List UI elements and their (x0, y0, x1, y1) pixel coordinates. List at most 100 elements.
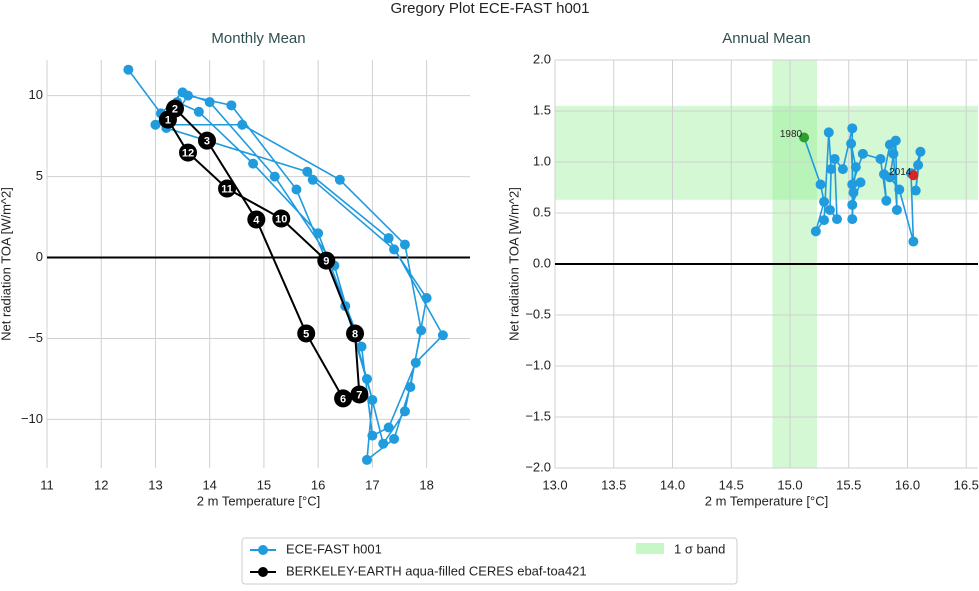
y-tick-label: −2.0 (525, 459, 551, 474)
data-point (405, 382, 416, 393)
data-point (850, 162, 861, 173)
legend-label: ECE-FAST h001 (286, 541, 382, 556)
point-label: 7 (356, 389, 362, 401)
data-point (248, 158, 259, 169)
data-point (350, 385, 369, 404)
x-tick-label: 14.0 (660, 477, 685, 492)
legend-box (241, 537, 738, 585)
y-tick-label: 5 (36, 168, 43, 183)
x-axis-label: 2 m Temperature [°C] (197, 493, 320, 508)
point-label: 2 (172, 103, 178, 115)
data-point (915, 146, 926, 157)
data-point (847, 179, 858, 190)
data-point (313, 228, 324, 239)
x-tick-label: 13.5 (601, 477, 626, 492)
chart-title: Gregory Plot ECE-FAST h001 (391, 0, 590, 17)
data-point (884, 172, 895, 183)
y-tick-label: −1.0 (525, 357, 551, 372)
data-point (894, 184, 905, 195)
data-point (334, 389, 353, 408)
data-point (421, 293, 432, 303)
data-point (367, 430, 378, 441)
y-tick-label: −5 (28, 330, 43, 345)
x-tick-label: 15.5 (836, 477, 861, 492)
point-label: 10 (275, 213, 287, 225)
data-point (823, 127, 834, 138)
x-tick-label: 16 (311, 477, 325, 492)
legend-marker (258, 545, 268, 555)
y-tick-label: 1.0 (533, 153, 551, 168)
data-point (272, 209, 291, 228)
y-tick-label: 0 (36, 249, 43, 264)
x-axis-label: 2 m Temperature [°C] (705, 493, 828, 508)
y-tick-label: 0.5 (533, 204, 551, 219)
x-tick-label: 18 (419, 477, 433, 492)
data-point (237, 119, 248, 130)
x-tick-label: 14.5 (719, 477, 744, 492)
point-label: 4 (253, 214, 260, 226)
subtitle: Monthly Mean (211, 30, 305, 47)
data-point (378, 438, 389, 449)
y-tick-label: 10 (29, 87, 43, 102)
data-point (218, 179, 237, 198)
data-point (908, 236, 919, 247)
data-point (847, 199, 858, 210)
y-tick-label: −0.5 (525, 306, 551, 321)
data-point (197, 131, 216, 150)
data-point (855, 177, 866, 188)
data-point (832, 214, 842, 225)
data-point (829, 153, 840, 164)
data-point (317, 251, 336, 270)
end-label: 2014 (889, 167, 912, 178)
data-point (857, 148, 868, 159)
point-label: 9 (323, 256, 329, 268)
data-point (226, 100, 237, 111)
data-point (389, 244, 400, 255)
data-point (837, 164, 848, 175)
data-point (410, 357, 421, 368)
data-point (204, 97, 215, 108)
data-point (888, 148, 899, 159)
data-point (389, 433, 400, 444)
y-axis-label: Net radiation TOA [W/m^2] (0, 187, 13, 341)
data-point (847, 214, 858, 225)
data-point (150, 119, 161, 130)
legend-marker (258, 567, 268, 577)
legend-label: 1 σ band (674, 541, 725, 556)
point-label: 11 (221, 183, 233, 195)
data-point (847, 123, 858, 134)
data-point (383, 422, 394, 433)
band-y (555, 105, 978, 200)
data-point (383, 233, 394, 244)
start-label: 1980 (780, 129, 803, 140)
point-label: 6 (340, 393, 346, 405)
x-tick-label: 16.5 (954, 477, 979, 492)
x-tick-label: 12 (94, 477, 108, 492)
point-label: 3 (204, 136, 210, 148)
x-tick-label: 13.0 (542, 477, 567, 492)
data-point (815, 179, 826, 190)
point-label: 1 (165, 114, 171, 126)
data-point (799, 132, 810, 143)
x-tick-label: 14 (202, 477, 216, 492)
data-point (399, 406, 410, 417)
data-point (307, 174, 318, 185)
subtitle: Annual Mean (722, 30, 810, 47)
data-point (247, 210, 266, 229)
data-point (297, 324, 316, 343)
data-point (913, 160, 924, 171)
data-point (367, 395, 378, 405)
data-point (291, 184, 302, 195)
data-point (826, 164, 837, 175)
data-point (269, 171, 280, 182)
legend-patch (636, 543, 664, 554)
y-tick-label: 2.0 (533, 51, 551, 66)
point-label: 5 (303, 328, 309, 340)
data-point (437, 330, 448, 341)
y-axis-label: Net radiation TOA [W/m^2] (506, 187, 521, 341)
data-point (890, 135, 901, 146)
x-tick-label: 15 (257, 477, 271, 492)
data-point (416, 325, 427, 336)
data-point (891, 204, 902, 215)
